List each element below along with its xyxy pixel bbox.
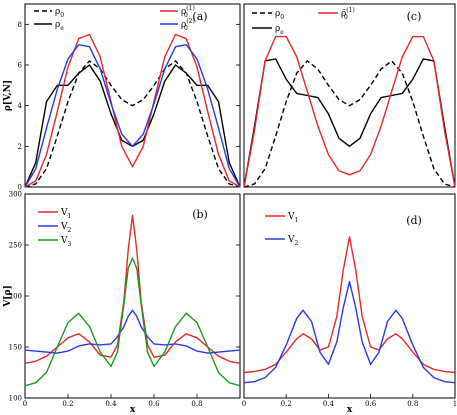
y-tick-label: 2 xyxy=(18,143,22,151)
legend-entry: ρ̃(1) 0 xyxy=(318,7,355,21)
legend-label: ρ(2) 0 xyxy=(181,18,195,32)
y-tick-label: 250 xyxy=(9,242,22,250)
series-line-2 xyxy=(24,64,241,188)
legend-label: ρ(1) 0 xyxy=(181,5,195,19)
x-tick-label: 0 xyxy=(242,400,246,408)
legend-entry: ρe xyxy=(252,24,284,36)
legend-label: V3 xyxy=(60,236,72,248)
series-line-2 xyxy=(243,281,456,384)
legend-entry: ρe xyxy=(34,20,64,32)
panel-b: 100 150 200 250 300 0 0.2 0.4 0.6 0.8 V[ρ] x (b) V1 V2… xyxy=(3,191,241,415)
series-line-2 xyxy=(24,309,241,354)
legend-entry: V2 xyxy=(38,222,72,234)
legend-label: V1 xyxy=(60,208,71,220)
panel-label: (a) xyxy=(192,10,207,23)
x-tick-label: 0.6 xyxy=(365,400,377,408)
x-tick-label: 0.2 xyxy=(281,400,292,408)
y-tick-label: 8 xyxy=(18,21,22,29)
panel-label: (d) xyxy=(406,214,422,227)
legend-entry: V2 xyxy=(265,235,299,247)
plot-frame xyxy=(24,193,241,399)
legend-entry: ρ(2) 0 xyxy=(160,18,195,32)
plot-frame xyxy=(24,3,241,188)
y-tick-label: 300 xyxy=(9,191,22,199)
legend-label: V1 xyxy=(287,212,298,224)
legend-label: ρe xyxy=(275,24,284,36)
series-line-4 xyxy=(24,43,241,188)
series-line-3 xyxy=(24,33,241,188)
legend-label: V2 xyxy=(287,235,299,247)
x-tick-label: 0.8 xyxy=(191,400,202,408)
x-axis-label: x xyxy=(347,405,353,415)
panel-label: (c) xyxy=(407,10,422,23)
series-line-1 xyxy=(243,236,456,374)
x-tick-label: 0.8 xyxy=(407,400,418,408)
panel-label: (b) xyxy=(192,208,208,221)
series-line-3 xyxy=(243,35,456,188)
legend-label: V2 xyxy=(60,222,72,234)
y-tick-label: 4 xyxy=(18,102,23,110)
x-tick-label: 0.2 xyxy=(62,400,73,408)
x-tick-label: 0.4 xyxy=(323,400,335,408)
x-tick-label: 1 xyxy=(453,400,457,408)
legend-entry: ρ0 xyxy=(34,7,64,19)
legend-label: ρ̃(1) 0 xyxy=(341,7,355,21)
y-tick-label: 150 xyxy=(9,344,22,352)
x-axis-label: x xyxy=(130,405,136,415)
x-tick-label: 0.4 xyxy=(105,400,117,408)
x-tick-label: 0 xyxy=(23,400,27,408)
legend-entry: V1 xyxy=(38,208,71,220)
legend-entry: ρ(1) 0 xyxy=(160,5,195,19)
y-tick-label: 200 xyxy=(9,293,22,301)
panel-d: 0 0.2 0.4 0.6 0.8 1 x (d) V1 V2 xyxy=(242,193,457,415)
series-line-1 xyxy=(24,214,241,365)
y-axis-label: V[ρ] xyxy=(3,285,13,308)
plot-frame xyxy=(243,193,456,399)
series-line-2 xyxy=(243,58,456,188)
legend-label: ρ0 xyxy=(275,9,284,21)
x-tick-label: 0.6 xyxy=(148,400,160,408)
y-tick-label: 100 xyxy=(9,395,22,403)
y-tick-label: 6 xyxy=(18,62,23,70)
legend-entry: V1 xyxy=(265,212,298,224)
legend-entry: ρ0 xyxy=(252,9,284,21)
y-axis-label: ρ[V,N] xyxy=(3,80,13,111)
legend-label: ρ0 xyxy=(55,7,64,19)
series-line-1 xyxy=(24,60,241,188)
legend-label: ρe xyxy=(55,20,64,32)
series-line-1 xyxy=(243,60,456,188)
legend-entry: V3 xyxy=(38,236,72,248)
plot-frame xyxy=(243,3,456,188)
series-line-3 xyxy=(24,257,241,387)
y-tick-label: 0 xyxy=(18,184,22,192)
panel-c: (c) ρ0 ρe ρ̃(1) 0 xyxy=(243,3,456,188)
